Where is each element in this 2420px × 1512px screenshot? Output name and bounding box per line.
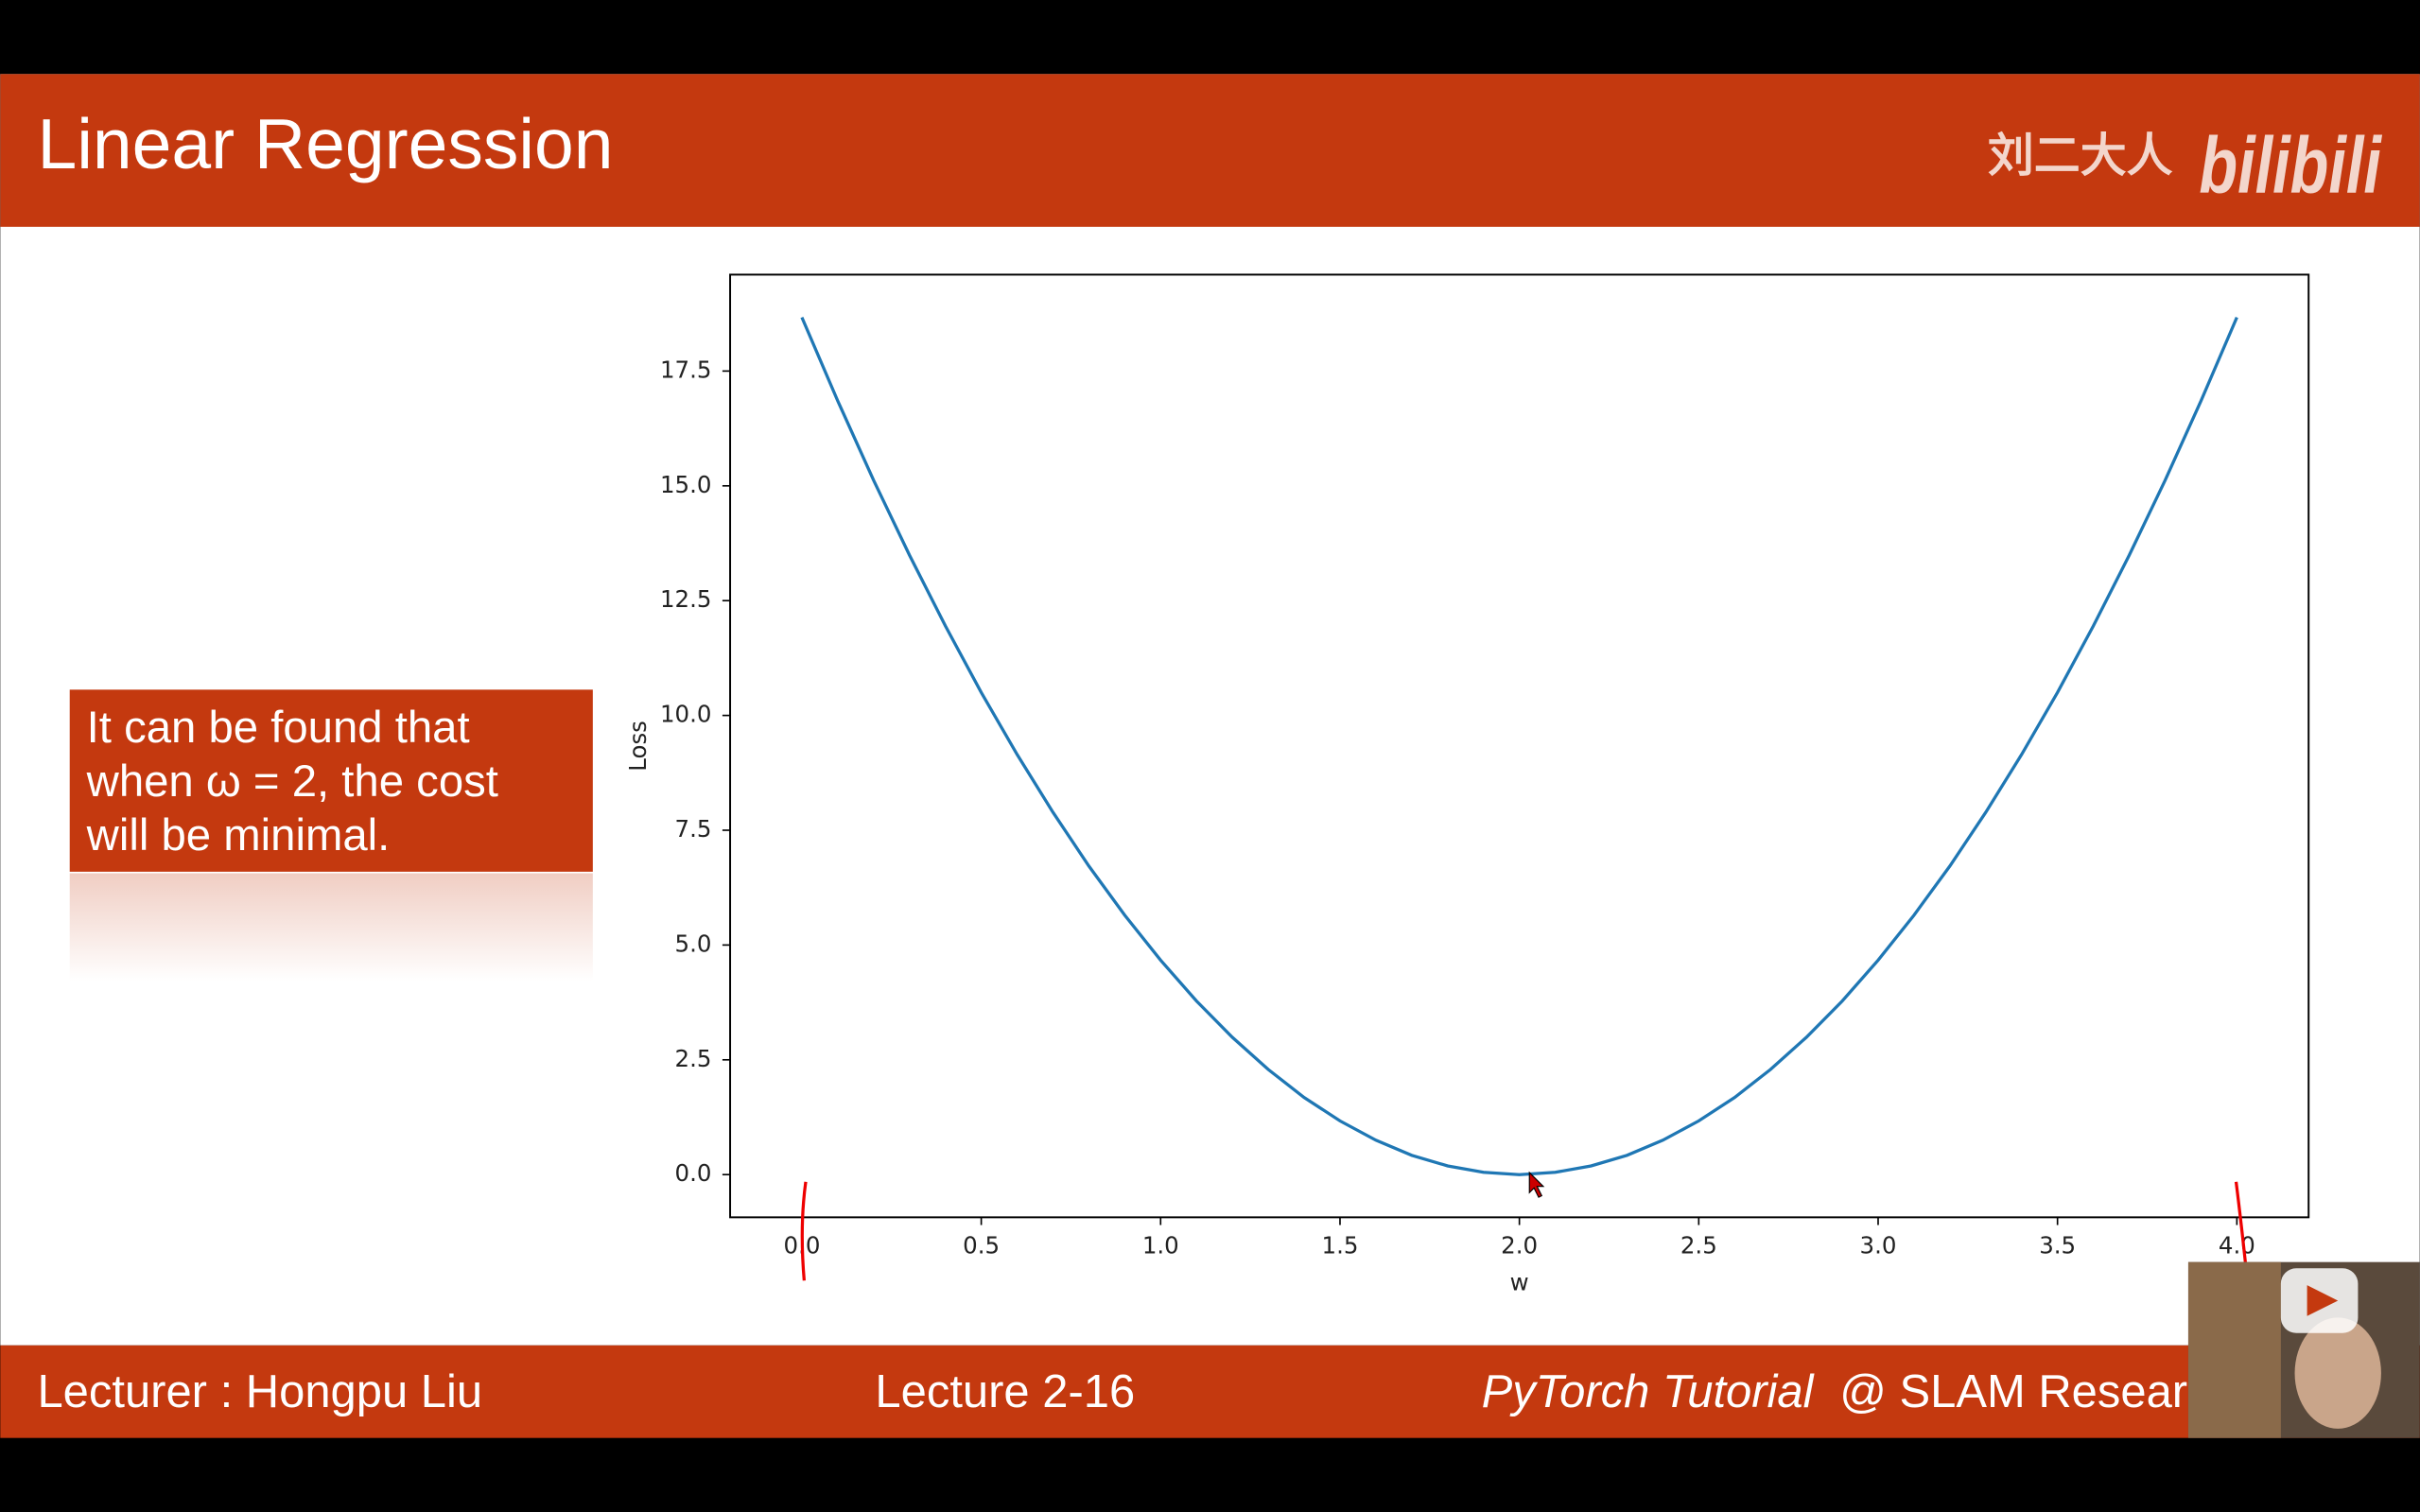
slide-title: Linear Regression	[37, 104, 613, 183]
plot-area	[729, 273, 2310, 1219]
x-axis-label: w	[1510, 1269, 1529, 1296]
x-tick-label: 0.5	[963, 1231, 1000, 1259]
y-tick-label: 12.5	[660, 585, 711, 613]
y-tick-label: 0.0	[675, 1159, 712, 1187]
callout-line: It can be found that	[87, 703, 470, 753]
webcam-face	[2294, 1317, 2381, 1429]
footer-lecturer: Lecturer : Hongpu Liu	[37, 1366, 482, 1417]
y-tick-label: 17.5	[660, 356, 711, 383]
y-tick-label: 5.0	[675, 930, 712, 957]
x-tick-label: 1.5	[1322, 1231, 1359, 1259]
logo-author: 刘二大人	[1988, 129, 2173, 182]
y-tick-label: 15.0	[660, 471, 711, 498]
x-tick-label: 3.0	[1860, 1231, 1897, 1259]
callout-reflection	[69, 873, 593, 982]
y-tick-label: 7.5	[675, 815, 712, 843]
x-tick-label: 3.5	[2039, 1231, 2076, 1259]
footer-lecture: Lecture 2-16	[875, 1366, 1135, 1417]
y-axis-label: Loss	[624, 721, 652, 772]
loss-curve	[800, 316, 2238, 1176]
y-tick-label: 2.5	[675, 1045, 712, 1072]
x-tick-label: 1.0	[1142, 1231, 1179, 1259]
webcam-shelf	[2187, 1261, 2281, 1438]
callout-line: will be minimal.	[86, 810, 391, 860]
cursor	[1528, 1171, 1545, 1198]
callout-box	[69, 689, 593, 872]
plot: 0.02.55.07.510.012.515.017.50.0 0.5 1.0 1.5…	[624, 273, 2310, 1296]
footer-org: @ SLAM Resear	[1839, 1366, 2187, 1417]
callout-line: when ω = 2, the cost	[86, 756, 498, 807]
play-icon[interactable]	[2307, 1285, 2339, 1316]
y-tick-label: 10.0	[660, 701, 711, 728]
footer-bar	[0, 1345, 2420, 1438]
logo-site: bilibili	[2199, 120, 2382, 210]
x-tick-label: 2.0	[1501, 1231, 1538, 1259]
x-tick-label: 4.0	[2219, 1231, 2255, 1259]
x-tick-label: 2.5	[1680, 1231, 1717, 1259]
annotation-stroke	[2234, 1181, 2247, 1262]
header-bar	[0, 74, 2420, 227]
annotation-stroke	[800, 1181, 808, 1281]
footer-course: PyTorch Tutorial	[1482, 1366, 1815, 1417]
